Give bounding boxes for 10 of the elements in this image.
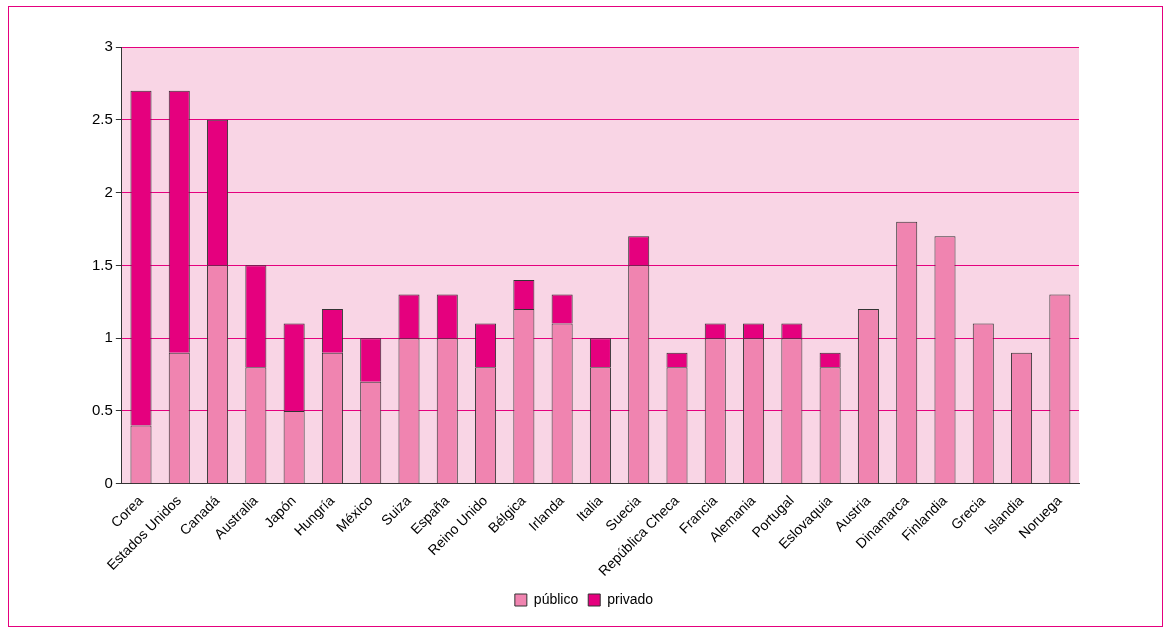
- y-tick-label: 1: [104, 328, 113, 346]
- y-tick-label: 2: [104, 182, 113, 200]
- legend-label: público: [533, 590, 579, 607]
- y-tick-label: 1.5: [91, 255, 113, 273]
- legend-label: privado: [607, 590, 654, 607]
- x-tick-label: Italia: [573, 492, 606, 525]
- y-tick-label: 0.5: [91, 401, 113, 419]
- y-tick-label: 2.5: [91, 109, 113, 127]
- y-tick-label: 3: [104, 37, 113, 55]
- y-tick-label: 0: [104, 473, 113, 491]
